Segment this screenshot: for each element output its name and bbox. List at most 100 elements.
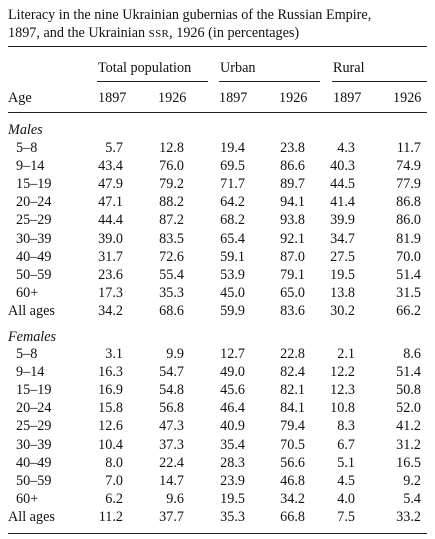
group-rule-urban bbox=[219, 81, 320, 82]
value-cell: 55.4 bbox=[159, 266, 184, 283]
value-cell: 11.2 bbox=[98, 509, 123, 525]
table-row: 30–39 39.0 83.5 65.4 92.1 34.7 81.9 bbox=[0, 231, 435, 248]
value-cell: 30.2 bbox=[330, 303, 355, 319]
value-cell: 79.2 bbox=[159, 176, 184, 193]
value-cell: 5.7 bbox=[105, 140, 123, 156]
value-cell: 59.1 bbox=[220, 248, 245, 265]
value-cell: 86.0 bbox=[396, 212, 421, 229]
value-cell: 23.8 bbox=[280, 140, 305, 156]
value-cell: 79.4 bbox=[280, 418, 305, 435]
age-cell: 20–24 bbox=[16, 194, 52, 211]
header-urban-1897: 1897 bbox=[219, 90, 248, 106]
age-cell: 20–24 bbox=[16, 400, 52, 417]
value-cell: 66.2 bbox=[396, 303, 421, 319]
value-cell: 69.5 bbox=[220, 158, 245, 175]
value-cell: 12.8 bbox=[159, 140, 184, 156]
header-rural-1897: 1897 bbox=[333, 90, 362, 106]
value-cell: 7.5 bbox=[337, 509, 355, 525]
age-cell: 5–8 bbox=[16, 140, 38, 156]
value-cell: 19.5 bbox=[220, 490, 245, 507]
value-cell: 19.4 bbox=[220, 140, 245, 156]
value-cell: 79.1 bbox=[280, 266, 305, 283]
value-cell: 46.4 bbox=[220, 400, 245, 417]
bottom-rule bbox=[8, 533, 427, 534]
value-cell: 7.0 bbox=[105, 472, 123, 489]
title-line-2c: , 1926 (in percentages) bbox=[169, 25, 300, 41]
value-cell: 12.2 bbox=[330, 364, 355, 381]
value-cell: 50.8 bbox=[396, 382, 421, 399]
header-total-1926: 1926 bbox=[158, 90, 187, 106]
value-cell: 23.6 bbox=[98, 266, 123, 283]
table-row: 40–49 31.7 72.6 59.1 87.0 27.5 70.0 bbox=[0, 249, 435, 266]
value-cell: 71.7 bbox=[220, 176, 245, 193]
value-cell: 3.1 bbox=[105, 346, 123, 362]
value-cell: 56.6 bbox=[280, 454, 305, 471]
age-cell: 40–49 bbox=[16, 248, 52, 265]
value-cell: 19.5 bbox=[330, 266, 355, 283]
value-cell: 15.8 bbox=[98, 400, 123, 417]
value-cell: 51.4 bbox=[396, 364, 421, 381]
value-cell: 4.0 bbox=[337, 490, 355, 507]
value-cell: 4.5 bbox=[337, 472, 355, 489]
value-cell: 93.8 bbox=[280, 212, 305, 229]
value-cell: 46.8 bbox=[280, 472, 305, 489]
value-cell: 40.3 bbox=[330, 158, 355, 175]
value-cell: 4.3 bbox=[337, 140, 355, 156]
header-age: Age bbox=[8, 90, 32, 106]
value-cell: 70.0 bbox=[396, 248, 421, 265]
value-cell: 87.2 bbox=[159, 212, 184, 229]
value-cell: 41.2 bbox=[396, 418, 421, 435]
age-cell: All ages bbox=[8, 303, 55, 319]
value-cell: 52.0 bbox=[396, 400, 421, 417]
value-cell: 39.0 bbox=[98, 230, 123, 247]
table-row: 15–19 47.9 79.2 71.7 89.7 44.5 77.9 bbox=[0, 176, 435, 193]
value-cell: 72.6 bbox=[159, 248, 184, 265]
value-cell: 45.0 bbox=[220, 284, 245, 301]
value-cell: 8.3 bbox=[337, 418, 355, 435]
header-total-1897: 1897 bbox=[98, 90, 127, 106]
value-cell: 81.9 bbox=[396, 230, 421, 247]
age-cell: 50–59 bbox=[16, 472, 52, 489]
age-cell: 9–14 bbox=[16, 364, 45, 381]
title-line-1: Literacy in the nine Ukrainian gubernias… bbox=[8, 7, 372, 23]
value-cell: 47.9 bbox=[98, 176, 123, 193]
table-title: Literacy in the nine Ukrainian gubernias… bbox=[8, 6, 427, 43]
value-cell: 31.2 bbox=[396, 436, 421, 453]
age-cell: 25–29 bbox=[16, 418, 52, 435]
value-cell: 34.2 bbox=[280, 490, 305, 507]
age-cell: 15–19 bbox=[16, 382, 52, 399]
value-cell: 82.4 bbox=[280, 364, 305, 381]
value-cell: 10.4 bbox=[98, 436, 123, 453]
table-row-all-ages: All ages 11.2 37.7 35.3 66.8 7.5 33.2 bbox=[0, 509, 435, 526]
value-cell: 22.8 bbox=[280, 346, 305, 362]
age-cell: 30–39 bbox=[16, 436, 52, 453]
value-cell: 86.6 bbox=[280, 158, 305, 175]
value-cell: 68.6 bbox=[159, 303, 184, 319]
table-row: 60+ 17.3 35.3 45.0 65.0 13.8 31.5 bbox=[0, 285, 435, 302]
value-cell: 43.4 bbox=[98, 158, 123, 175]
value-cell: 23.9 bbox=[220, 472, 245, 489]
title-line-2a: 1897, and the Ukrainian bbox=[8, 25, 149, 41]
group-header-rural: Rural bbox=[333, 60, 365, 76]
table-row: 60+ 6.2 9.6 19.5 34.2 4.0 5.4 bbox=[0, 491, 435, 508]
table-row: 40–49 8.0 22.4 28.3 56.6 5.1 16.5 bbox=[0, 455, 435, 472]
header-rule bbox=[8, 112, 427, 113]
value-cell: 8.0 bbox=[105, 454, 123, 471]
value-cell: 37.7 bbox=[159, 509, 184, 525]
group-rule-rural bbox=[332, 81, 427, 82]
value-cell: 64.2 bbox=[220, 194, 245, 211]
value-cell: 70.5 bbox=[280, 436, 305, 453]
value-cell: 65.4 bbox=[220, 230, 245, 247]
table-row-all-ages: All ages 34.2 68.6 59.9 83.6 30.2 66.2 bbox=[0, 303, 435, 320]
value-cell: 33.2 bbox=[396, 509, 421, 525]
value-cell: 35.3 bbox=[220, 509, 245, 525]
value-cell: 13.8 bbox=[330, 284, 355, 301]
value-cell: 41.4 bbox=[330, 194, 355, 211]
age-cell: 50–59 bbox=[16, 266, 52, 283]
value-cell: 53.9 bbox=[220, 266, 245, 283]
value-cell: 49.0 bbox=[220, 364, 245, 381]
value-cell: 9.9 bbox=[166, 346, 184, 362]
value-cell: 35.4 bbox=[220, 436, 245, 453]
value-cell: 82.1 bbox=[280, 382, 305, 399]
